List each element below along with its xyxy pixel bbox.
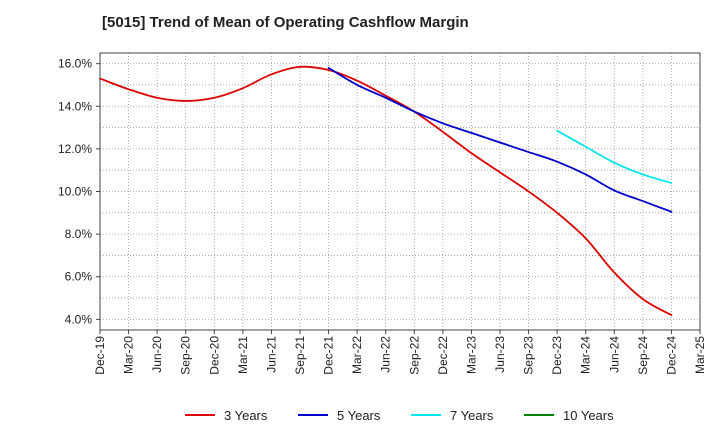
x-tick-label: Dec-21 (322, 336, 336, 375)
y-tick-label: 16.0% (58, 57, 92, 71)
x-tick-label: Jun-20 (150, 336, 164, 373)
x-tick-label: Jun-23 (493, 336, 507, 373)
x-tick-label: Sep-24 (636, 336, 650, 375)
legend: 3 Years 5 Years 7 Years 10 Years (185, 408, 614, 423)
x-tick-label: Dec-20 (207, 336, 221, 375)
series-line-3-years (99, 65, 673, 316)
y-axis: 4.0% 6.0% 8.0% 10.0% 12.0% 14.0% 16.0% (58, 57, 100, 326)
x-tick-label: Jun-21 (264, 336, 278, 373)
y-tick-label: 8.0% (65, 227, 93, 241)
x-tick-label: Dec-24 (664, 336, 678, 375)
y-tick-label: 4.0% (65, 312, 93, 326)
grid-layer (99, 53, 701, 330)
x-tick-label: Dec-23 (550, 336, 564, 375)
x-tick-label: Dec-22 (436, 336, 450, 375)
x-axis: Dec-19 Mar-20 Jun-20 Sep-20 Dec-20 Mar-21 Jun-… (93, 330, 707, 375)
y-tick-label: 6.0% (65, 270, 93, 284)
x-tick-label: Mar-22 (350, 336, 364, 374)
x-tick-label: Mar-23 (464, 336, 478, 374)
y-tick-label: 10.0% (58, 185, 92, 199)
x-tick-label: Mar-24 (579, 336, 593, 374)
legend-label-5-years: 5 Years (337, 408, 381, 423)
x-tick-label: Sep-22 (407, 336, 421, 375)
x-tick-label: Dec-19 (93, 336, 107, 375)
chart-title: [5015] Trend of Mean of Operating Cashfl… (102, 14, 469, 31)
x-tick-label: Jun-22 (379, 336, 393, 373)
x-tick-label: Mar-20 (122, 336, 136, 374)
y-tick-label: 14.0% (58, 99, 92, 113)
x-tick-label: Sep-20 (179, 336, 193, 375)
legend-label-3-years: 3 Years (224, 408, 268, 423)
x-tick-label: Sep-23 (522, 336, 536, 375)
series-line-5-years (327, 67, 673, 213)
x-tick-label: Mar-25 (693, 336, 707, 374)
legend-label-10-years: 10 Years (563, 408, 614, 423)
legend-label-7-years: 7 Years (450, 408, 494, 423)
x-tick-label: Mar-21 (236, 336, 250, 374)
y-tick-label: 12.0% (58, 142, 92, 156)
x-tick-label: Jun-24 (607, 336, 621, 373)
series-line-7-years (556, 129, 673, 184)
series-layer (99, 65, 673, 316)
x-tick-label: Sep-21 (293, 336, 307, 375)
